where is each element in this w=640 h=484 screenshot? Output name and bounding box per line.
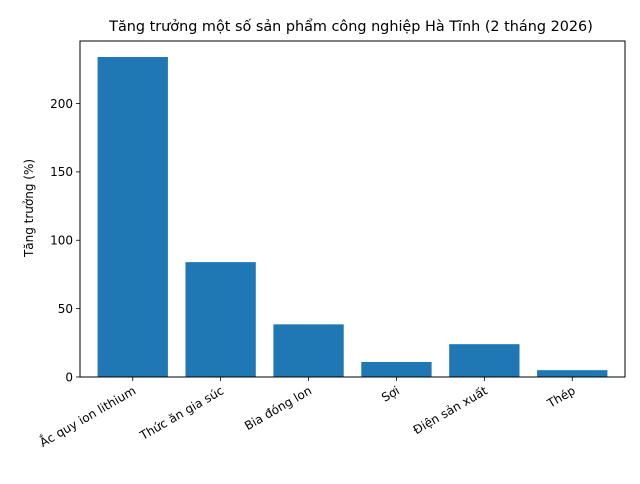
x-tick-label-3: Sợi (379, 383, 402, 404)
y-tick-label-3: 150 (50, 165, 73, 179)
bar-1 (185, 262, 256, 377)
x-tick-label-1: Thức ăn gia súc (137, 383, 227, 443)
bar-2 (273, 324, 344, 377)
y-axis-label: Tăng trưởng (%) (22, 159, 36, 258)
x-tick-label-4: Điện sản xuất (411, 383, 490, 437)
y-tick-label-1: 50 (58, 302, 73, 316)
bar-3 (361, 361, 432, 377)
y-tick-label-4: 200 (50, 97, 73, 111)
bars-layer (97, 57, 608, 377)
plot-frame (79, 40, 626, 378)
x-tick-label-5: Thép (544, 383, 578, 411)
chart-title: Tăng trưởng một số sản phẩm công nghiệp … (108, 18, 593, 35)
y-tick-label-2: 100 (50, 234, 73, 248)
bar-4 (449, 344, 520, 377)
bar-0 (97, 57, 168, 377)
x-tick-label-2: Bia đóng lon (242, 383, 314, 433)
x-tick-label-0: Ắc quy ion lithium (36, 382, 138, 450)
y-tick-label-0: 0 (65, 370, 73, 384)
bar-5 (537, 370, 608, 377)
axes-layer (79, 40, 626, 378)
